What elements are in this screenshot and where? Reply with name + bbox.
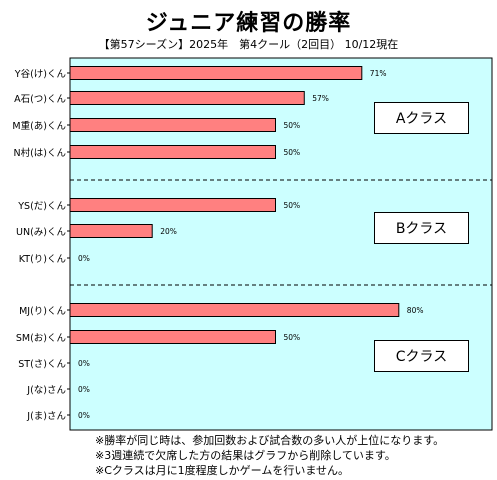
data-label: 50%: [284, 148, 301, 157]
category-label: N村(は)くん: [13, 147, 66, 159]
bar: [69, 198, 276, 212]
data-label: 50%: [284, 333, 301, 342]
chart-subtitle: 【第57シーズン】2025年 第4クール（2回目） 10/12現在: [98, 38, 399, 51]
footnotes: ※勝率が同じ時は、参加回数および試合数の多い人が上位になります。 ※3週連続で欠…: [95, 433, 444, 478]
footnote-1: ※勝率が同じ時は、参加回数および試合数の多い人が上位になります。: [95, 434, 445, 447]
chart-title: ジュニア練習の勝率: [145, 11, 352, 36]
bar: [69, 303, 400, 317]
footnote-3: ※Cクラスは月に1度程度しかゲームを行いません。: [95, 464, 350, 477]
bar: [69, 224, 153, 238]
data-label: 71%: [370, 69, 387, 78]
category-label: YS(だ)くん: [17, 201, 66, 212]
data-label: 80%: [407, 306, 424, 315]
category-label: KT(り)くん: [19, 254, 66, 265]
category-label: Y谷(け)くん: [14, 69, 66, 80]
data-label: 57%: [312, 94, 329, 103]
category-label: ST(さ)くん: [18, 359, 66, 370]
bar: [69, 118, 276, 132]
data-label: 20%: [160, 227, 177, 236]
bar: [69, 330, 276, 344]
data-label: 0%: [78, 359, 90, 368]
category-label: A石(つ)くん: [14, 94, 66, 105]
bar: [69, 66, 363, 80]
data-label: 50%: [284, 201, 301, 210]
group-label-c: Cクラス: [374, 340, 469, 372]
bar: [69, 145, 276, 159]
data-label: 50%: [284, 121, 301, 130]
category-label: M重(あ)くん: [12, 120, 66, 132]
data-label: 0%: [78, 411, 90, 420]
group-label-b: Bクラス: [374, 212, 469, 244]
footnote-2: ※3週連続で欠席した方の結果はグラフから削除しています。: [95, 449, 396, 462]
category-label: MJ(り)くん: [19, 306, 66, 317]
data-label: 0%: [78, 254, 90, 263]
data-label: 0%: [78, 385, 90, 394]
category-label: J(ま)さん: [26, 411, 66, 422]
category-label: J(な)さん: [26, 385, 66, 396]
category-label: SM(お)くん: [16, 333, 66, 344]
group-label-a: Aクラス: [374, 102, 469, 134]
category-label: UN(み)くん: [16, 227, 66, 238]
bar: [69, 91, 305, 105]
